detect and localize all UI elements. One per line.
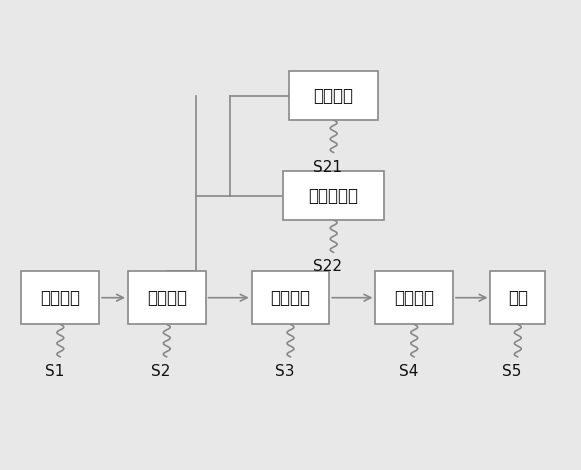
- FancyBboxPatch shape: [289, 71, 378, 120]
- FancyBboxPatch shape: [284, 171, 384, 220]
- Text: S1: S1: [45, 364, 64, 379]
- Text: 冷却: 冷却: [508, 289, 528, 307]
- Text: 高速混合: 高速混合: [40, 289, 80, 307]
- Text: 原料胶化: 原料胶化: [147, 289, 187, 307]
- FancyBboxPatch shape: [252, 271, 329, 324]
- Text: S3: S3: [275, 364, 295, 379]
- Text: S21: S21: [313, 159, 342, 174]
- Text: 初步胶化: 初步胶化: [314, 86, 354, 105]
- Text: 压延成型: 压延成型: [394, 289, 434, 307]
- Text: S4: S4: [399, 364, 418, 379]
- Text: 进一步胶化: 进一步胶化: [309, 187, 358, 204]
- FancyBboxPatch shape: [490, 271, 545, 324]
- FancyBboxPatch shape: [128, 271, 206, 324]
- Text: 过滤杂质: 过滤杂质: [271, 289, 310, 307]
- FancyBboxPatch shape: [375, 271, 453, 324]
- Text: S5: S5: [503, 364, 522, 379]
- Text: S2: S2: [151, 364, 171, 379]
- Text: S22: S22: [313, 259, 342, 274]
- FancyBboxPatch shape: [21, 271, 99, 324]
